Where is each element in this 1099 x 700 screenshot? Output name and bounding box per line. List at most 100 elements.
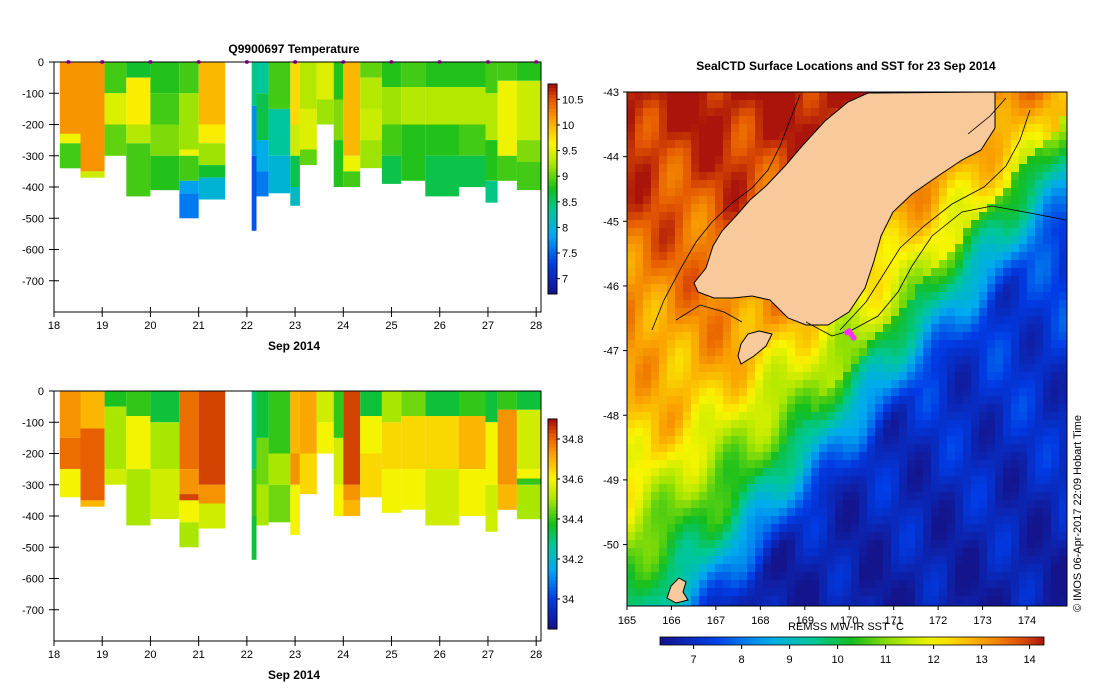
lat-tick-label: -43 — [603, 87, 619, 99]
sst-cell — [915, 324, 924, 333]
profile-cell — [104, 469, 127, 485]
sst-cell — [907, 460, 916, 469]
sst-cell — [931, 356, 940, 365]
sst-cell — [731, 468, 740, 477]
sst-cell — [907, 300, 916, 309]
sst-cell — [755, 492, 764, 501]
sst-cell — [651, 316, 660, 325]
sst-cell — [707, 492, 716, 501]
sst-cell — [947, 324, 956, 333]
sst-cell — [1051, 396, 1060, 405]
sst-cell — [931, 316, 940, 325]
sst-cell — [1059, 468, 1067, 477]
sst-cell — [867, 492, 876, 501]
sst-cell — [747, 140, 756, 149]
sst-cell — [867, 388, 876, 397]
sst-cell — [651, 180, 660, 189]
sst-cell — [875, 516, 884, 525]
sst-cell — [771, 108, 780, 117]
sst-cell — [851, 420, 860, 429]
sst-cell — [987, 300, 996, 309]
sst-cell — [651, 452, 660, 461]
sst-cell — [883, 412, 892, 421]
sst-cell — [1059, 356, 1067, 365]
sst-cell — [915, 236, 924, 245]
sst-cell — [811, 556, 820, 565]
sst-cell — [1059, 364, 1067, 373]
sst-cell — [971, 500, 980, 509]
sst-cell — [835, 484, 844, 493]
sst-cell — [667, 284, 676, 293]
sst-cell — [1019, 404, 1028, 413]
sst-cell — [731, 484, 740, 493]
sst-cell — [659, 204, 668, 213]
sst-cell — [899, 564, 908, 573]
sst-cell — [971, 580, 980, 589]
sst-cell — [635, 116, 644, 125]
sst-cell — [827, 380, 836, 389]
colorbar-step — [548, 238, 557, 242]
sst-cell — [899, 284, 908, 293]
sst-cell — [955, 212, 964, 221]
x-tick-label: 25 — [385, 320, 397, 332]
sst-cell — [811, 404, 820, 413]
sst-cell — [955, 548, 964, 557]
sst-cell — [979, 580, 988, 589]
sst-cell — [635, 412, 644, 421]
colorbar-step — [548, 199, 557, 204]
sst-cell — [747, 500, 756, 509]
sst-cell — [667, 476, 676, 485]
sst-cell — [1059, 212, 1067, 221]
sst-cell — [723, 92, 732, 101]
sst-cell — [675, 396, 684, 405]
sst-cell — [987, 172, 996, 181]
sst-cell — [867, 396, 876, 405]
sst-cell — [627, 228, 636, 237]
sst-cell — [995, 556, 1004, 565]
sst-cell — [907, 388, 916, 397]
sst-cell — [915, 252, 924, 261]
sst-cell — [1051, 508, 1060, 517]
sst-cell — [979, 348, 988, 357]
profile-cell — [150, 155, 180, 191]
sst-cell — [795, 404, 804, 413]
sst-cell — [803, 372, 812, 381]
sst-cell — [923, 428, 932, 437]
sst-cell — [1019, 380, 1028, 389]
sst-cell — [923, 284, 932, 293]
sst-cell — [811, 484, 820, 493]
sst-cell — [1027, 188, 1036, 197]
sst-cell — [1059, 268, 1067, 277]
profile-cell — [104, 406, 127, 470]
sst-cell — [1051, 572, 1060, 581]
sst-cell — [891, 396, 900, 405]
sst-cell — [763, 148, 772, 157]
sst-cell — [763, 124, 772, 133]
sst-cell — [667, 460, 676, 469]
sst-cell — [707, 476, 716, 485]
sst-cell — [691, 164, 700, 173]
sst-cell — [651, 500, 660, 509]
sst-cell — [731, 124, 740, 133]
sst-cell — [827, 460, 836, 469]
sst-cell — [947, 204, 956, 213]
sst-cell — [699, 492, 708, 501]
sst-cell — [851, 476, 860, 485]
sst-cell — [683, 140, 692, 149]
sst-cell — [683, 196, 692, 205]
sst-cell — [1019, 508, 1028, 517]
sst-cell — [1027, 484, 1036, 493]
sst-cell — [675, 516, 684, 525]
sst-cell — [627, 260, 636, 269]
sst-cell — [627, 124, 636, 133]
sst-cell — [979, 588, 988, 597]
sst-cell — [651, 372, 660, 381]
sst-cell — [651, 340, 660, 349]
sst-cell — [899, 604, 908, 606]
sst-cell — [787, 492, 796, 501]
sst-cell — [691, 324, 700, 333]
sst-cell — [955, 588, 964, 597]
sst-cell — [1003, 492, 1012, 501]
sst-cell — [859, 332, 868, 341]
sst-cell — [939, 380, 948, 389]
